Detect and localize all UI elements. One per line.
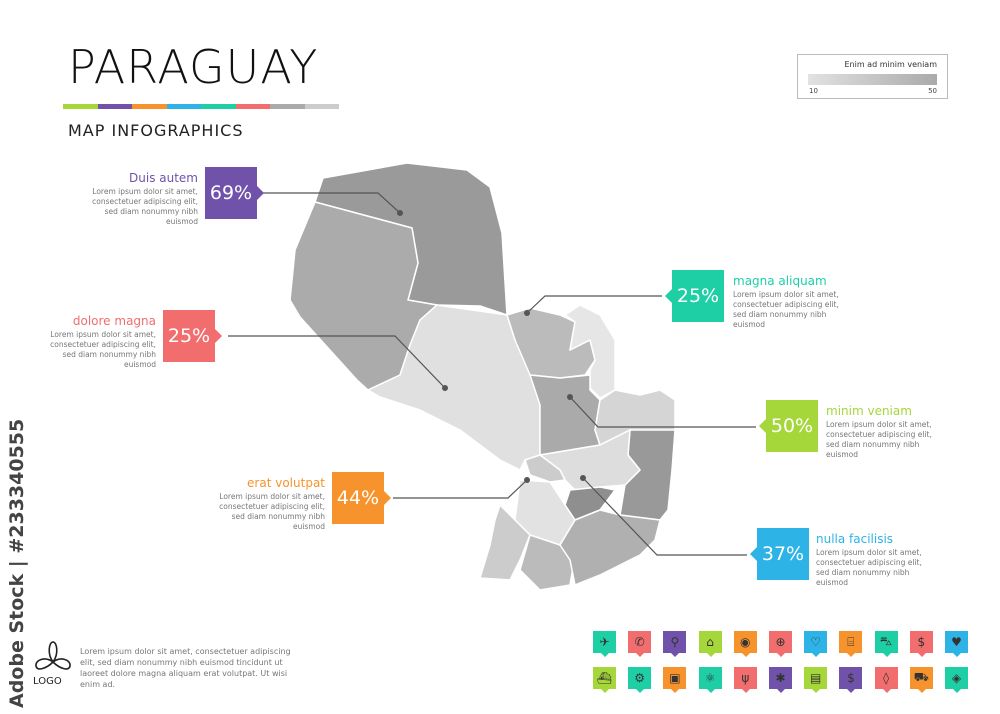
heart-icon: ♡ — [804, 631, 828, 657]
medical-icon: ✱ — [769, 667, 792, 693]
airplane-icon: ✈ — [593, 631, 616, 657]
callout-value-box: 37% — [750, 528, 809, 580]
callout-value-box: 25% — [163, 310, 222, 362]
marker-dot — [442, 385, 448, 391]
legend: Enim ad minim veniam 10 50 — [797, 54, 948, 99]
color-bar-segment — [63, 104, 98, 109]
footer-text: Lorem ipsum dolor sit amet, consectetuer… — [80, 647, 291, 689]
callout-text: nulla facilisis Lorem ipsum dolor sit ame… — [816, 531, 936, 588]
callout-body: Lorem ipsum dolor sit amet, consectetuer… — [826, 420, 932, 459]
color-bar-segment — [235, 104, 270, 109]
legend-max: 50 — [928, 87, 937, 95]
leader-line — [393, 479, 528, 499]
callout-heading: magna aliquam — [733, 274, 827, 288]
callout-text: erat volutpat Lorem ipsum dolor sit amet,… — [205, 475, 325, 532]
callout-value-box: 25% — [665, 270, 724, 322]
map-icon: ◈ — [945, 667, 968, 693]
callout-heading: dolore magna — [72, 314, 156, 328]
page-subtitle: MAP INFOGRAPHICS — [68, 121, 244, 140]
callout-value-box: 50% — [759, 400, 818, 452]
callout-text: dolore magna Lorem ipsum dolor sit amet, … — [36, 313, 156, 370]
callout-heading: nulla facilisis — [816, 532, 894, 546]
logo-text: LOGO — [33, 676, 62, 687]
callout-body: Lorem ipsum dolor sit amet, consectetuer… — [50, 330, 156, 369]
dollar-icon: $ — [909, 631, 933, 657]
page-title: PARAGUAY — [68, 40, 319, 94]
callout-value-box: 44% — [332, 472, 391, 524]
globe-icon: ⊕ — [769, 631, 792, 657]
color-bar-segment — [166, 104, 201, 109]
drop-icon: ◊ — [874, 667, 898, 693]
region-neembucu[interactable] — [479, 504, 531, 581]
car-icon: ⛍ — [874, 631, 898, 657]
leader-line — [228, 335, 446, 389]
marker-dot — [524, 477, 530, 483]
leader-line — [569, 396, 756, 428]
shopping-bag-icon: ♥ — [945, 631, 968, 657]
color-bar-segment — [201, 104, 236, 109]
watermark: Adobe Stock | #233340555 — [6, 419, 30, 708]
color-bar-segment — [132, 104, 167, 109]
factory-icon: ⌸ — [839, 631, 863, 657]
callout-value-box: 69% — [205, 167, 264, 219]
callout-body: Lorem ipsum dolor sit amet, consectetuer… — [219, 492, 325, 531]
callout-text: Duis autem Lorem ipsum dolor sit amet, co… — [78, 170, 198, 227]
marker-dot — [524, 310, 530, 316]
callout-heading: erat volutpat — [247, 476, 325, 490]
phone-icon: ✆ — [628, 631, 652, 657]
shop-icon: ▤ — [804, 667, 828, 693]
callout-heading: Duis autem — [129, 171, 198, 185]
location-icon: ◉ — [733, 631, 757, 657]
region-san-pedro[interactable] — [529, 374, 601, 456]
pin-icon: ⚲ — [663, 631, 687, 657]
legend-title: Enim ad minim veniam — [844, 60, 938, 69]
color-bar-segment — [270, 104, 305, 109]
callout-body: Lorem ipsum dolor sit amet, consectetuer… — [816, 548, 922, 587]
callout-text: magna aliquam Lorem ipsum dolor sit amet,… — [733, 273, 853, 330]
callout-text: minim veniam Lorem ipsum dolor sit amet, … — [826, 403, 946, 460]
marker-dot — [580, 475, 586, 481]
color-bar — [63, 104, 339, 109]
legend-gradient — [808, 74, 937, 85]
fork-knife-icon: ψ — [733, 667, 757, 693]
marker-dot — [567, 394, 573, 400]
leader-line — [262, 192, 401, 214]
ship-icon: ⛴ — [593, 667, 616, 693]
callout-heading: minim veniam — [826, 404, 912, 418]
marker-dot — [397, 210, 403, 216]
motorcycle-icon: ⚙ — [628, 667, 652, 693]
leader-line — [526, 295, 662, 314]
bank-icon: ⌂ — [698, 631, 722, 657]
region-itapua[interactable] — [559, 509, 661, 586]
logo-icon — [35, 641, 71, 670]
color-bar-segment — [304, 104, 339, 109]
color-bar-segment — [97, 104, 132, 109]
watermark-text: Adobe Stock | #233340555 — [6, 418, 28, 708]
callout-body: Lorem ipsum dolor sit amet, consectetuer… — [733, 290, 839, 329]
atom-icon: ⚛ — [698, 667, 722, 693]
money-exchange-icon: $ — [839, 667, 863, 693]
leader-line — [582, 477, 747, 556]
legend-min: 10 — [809, 87, 818, 95]
callout-body: Lorem ipsum dolor sit amet, consectetuer… — [92, 187, 198, 226]
bus-icon: ▣ — [663, 667, 687, 693]
truck-icon: ⛟ — [909, 667, 933, 693]
region-cordillera[interactable] — [524, 454, 566, 483]
